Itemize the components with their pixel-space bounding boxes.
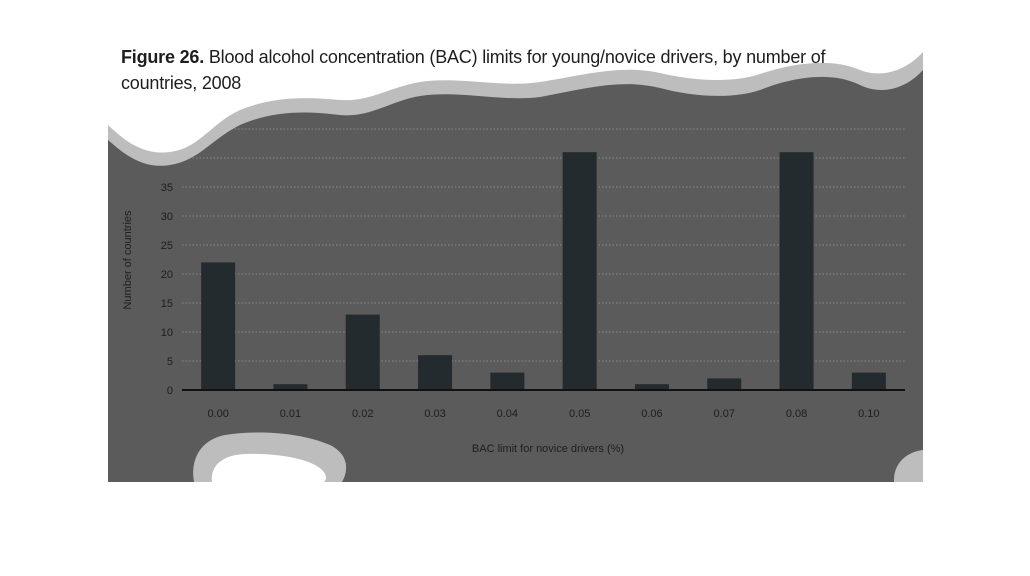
x-tick-label: 0.01 <box>280 408 301 420</box>
bars <box>201 152 886 390</box>
y-axis-label: Number of countries <box>122 210 134 310</box>
y-tick-label: 5 <box>167 356 173 368</box>
y-tick-label: 0 <box>167 385 173 397</box>
x-tick-label: 0.06 <box>641 408 662 420</box>
figure-title: Figure 26. Blood alcohol concentration (… <box>121 44 881 96</box>
y-tick-label: 35 <box>161 182 173 194</box>
x-tick-label: 0.03 <box>424 408 445 420</box>
torn-overlay-bottom-left-inner <box>211 453 326 482</box>
x-tick-label: 0.05 <box>569 408 590 420</box>
figure-caption: Blood alcohol concentration (BAC) limits… <box>121 47 826 93</box>
bar-0.10 <box>851 372 886 390</box>
bar-0.06 <box>634 384 669 390</box>
y-tick-label: 30 <box>161 211 173 223</box>
x-tick-label: 0.08 <box>786 408 807 420</box>
bar-0.02 <box>345 314 380 390</box>
x-tick-labels: 0.00 0.01 0.02 0.03 0.04 0.05 0.06 0.07 0.08 0.10 <box>207 408 879 420</box>
bar-0.03 <box>418 355 453 390</box>
x-tick-label: 0.07 <box>714 408 735 420</box>
x-tick-label: 0.04 <box>497 408 518 420</box>
torn-overlay-top <box>108 36 923 153</box>
torn-overlay-bottom-right <box>893 450 923 482</box>
y-tick-label: 25 <box>161 240 173 252</box>
y-tick-label: 15 <box>161 298 173 310</box>
x-tick-label: 0.02 <box>352 408 373 420</box>
y-tick-label: 20 <box>161 269 173 281</box>
bar-0.01 <box>273 384 308 390</box>
x-tick-label: 0.10 <box>858 408 879 420</box>
y-tick-label: 10 <box>161 327 173 339</box>
bar-0.00 <box>201 262 236 390</box>
figure-label: Figure 26. <box>121 47 205 67</box>
bar-0.05 <box>562 152 597 390</box>
bar-0.08 <box>779 152 814 390</box>
x-axis-label: BAC limit for novice drivers (%) <box>472 443 624 455</box>
bar-0.04 <box>490 372 525 390</box>
x-tick-label: 0.00 <box>207 408 228 420</box>
bar-0.07 <box>707 378 742 390</box>
